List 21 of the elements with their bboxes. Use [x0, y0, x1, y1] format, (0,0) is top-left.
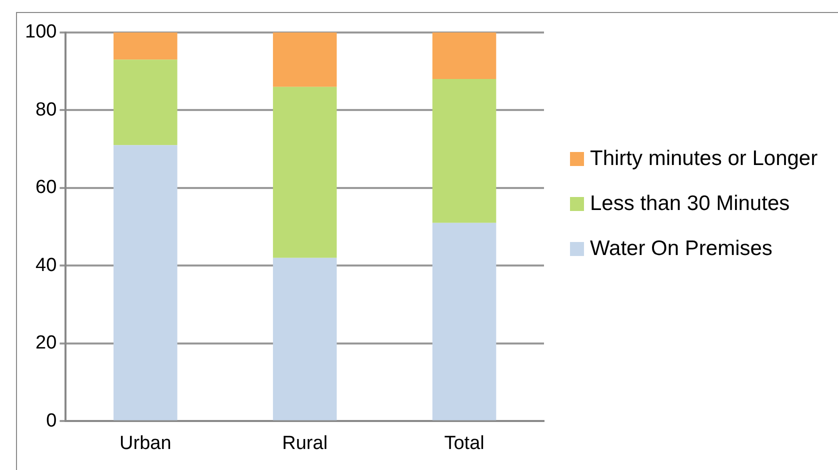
bar: [272, 32, 337, 87]
y-tick-label: 60: [36, 177, 57, 198]
y-tick-label: 20: [36, 332, 57, 354]
y-tick-label: 100: [25, 22, 57, 43]
bar: [114, 32, 178, 60]
legend-label: Water On Premises: [590, 236, 772, 261]
bar: [432, 79, 496, 223]
bar: [432, 222, 496, 420]
x-tick-label: Total: [444, 432, 484, 454]
bar: [432, 32, 496, 80]
bar: [272, 258, 337, 420]
x-tick-label: Rural: [282, 432, 328, 454]
legend-label: Thirty minutes or Longer: [590, 146, 818, 171]
legend-label: Less than 30 Minutes: [590, 191, 790, 216]
bar: [272, 86, 337, 258]
bar: [114, 60, 178, 146]
x-tick-label: Urban: [120, 432, 172, 454]
bar: [114, 145, 178, 420]
y-tick-label: 0: [46, 410, 57, 432]
y-tick-label: 80: [36, 99, 57, 120]
y-tick-label: 40: [36, 254, 57, 276]
